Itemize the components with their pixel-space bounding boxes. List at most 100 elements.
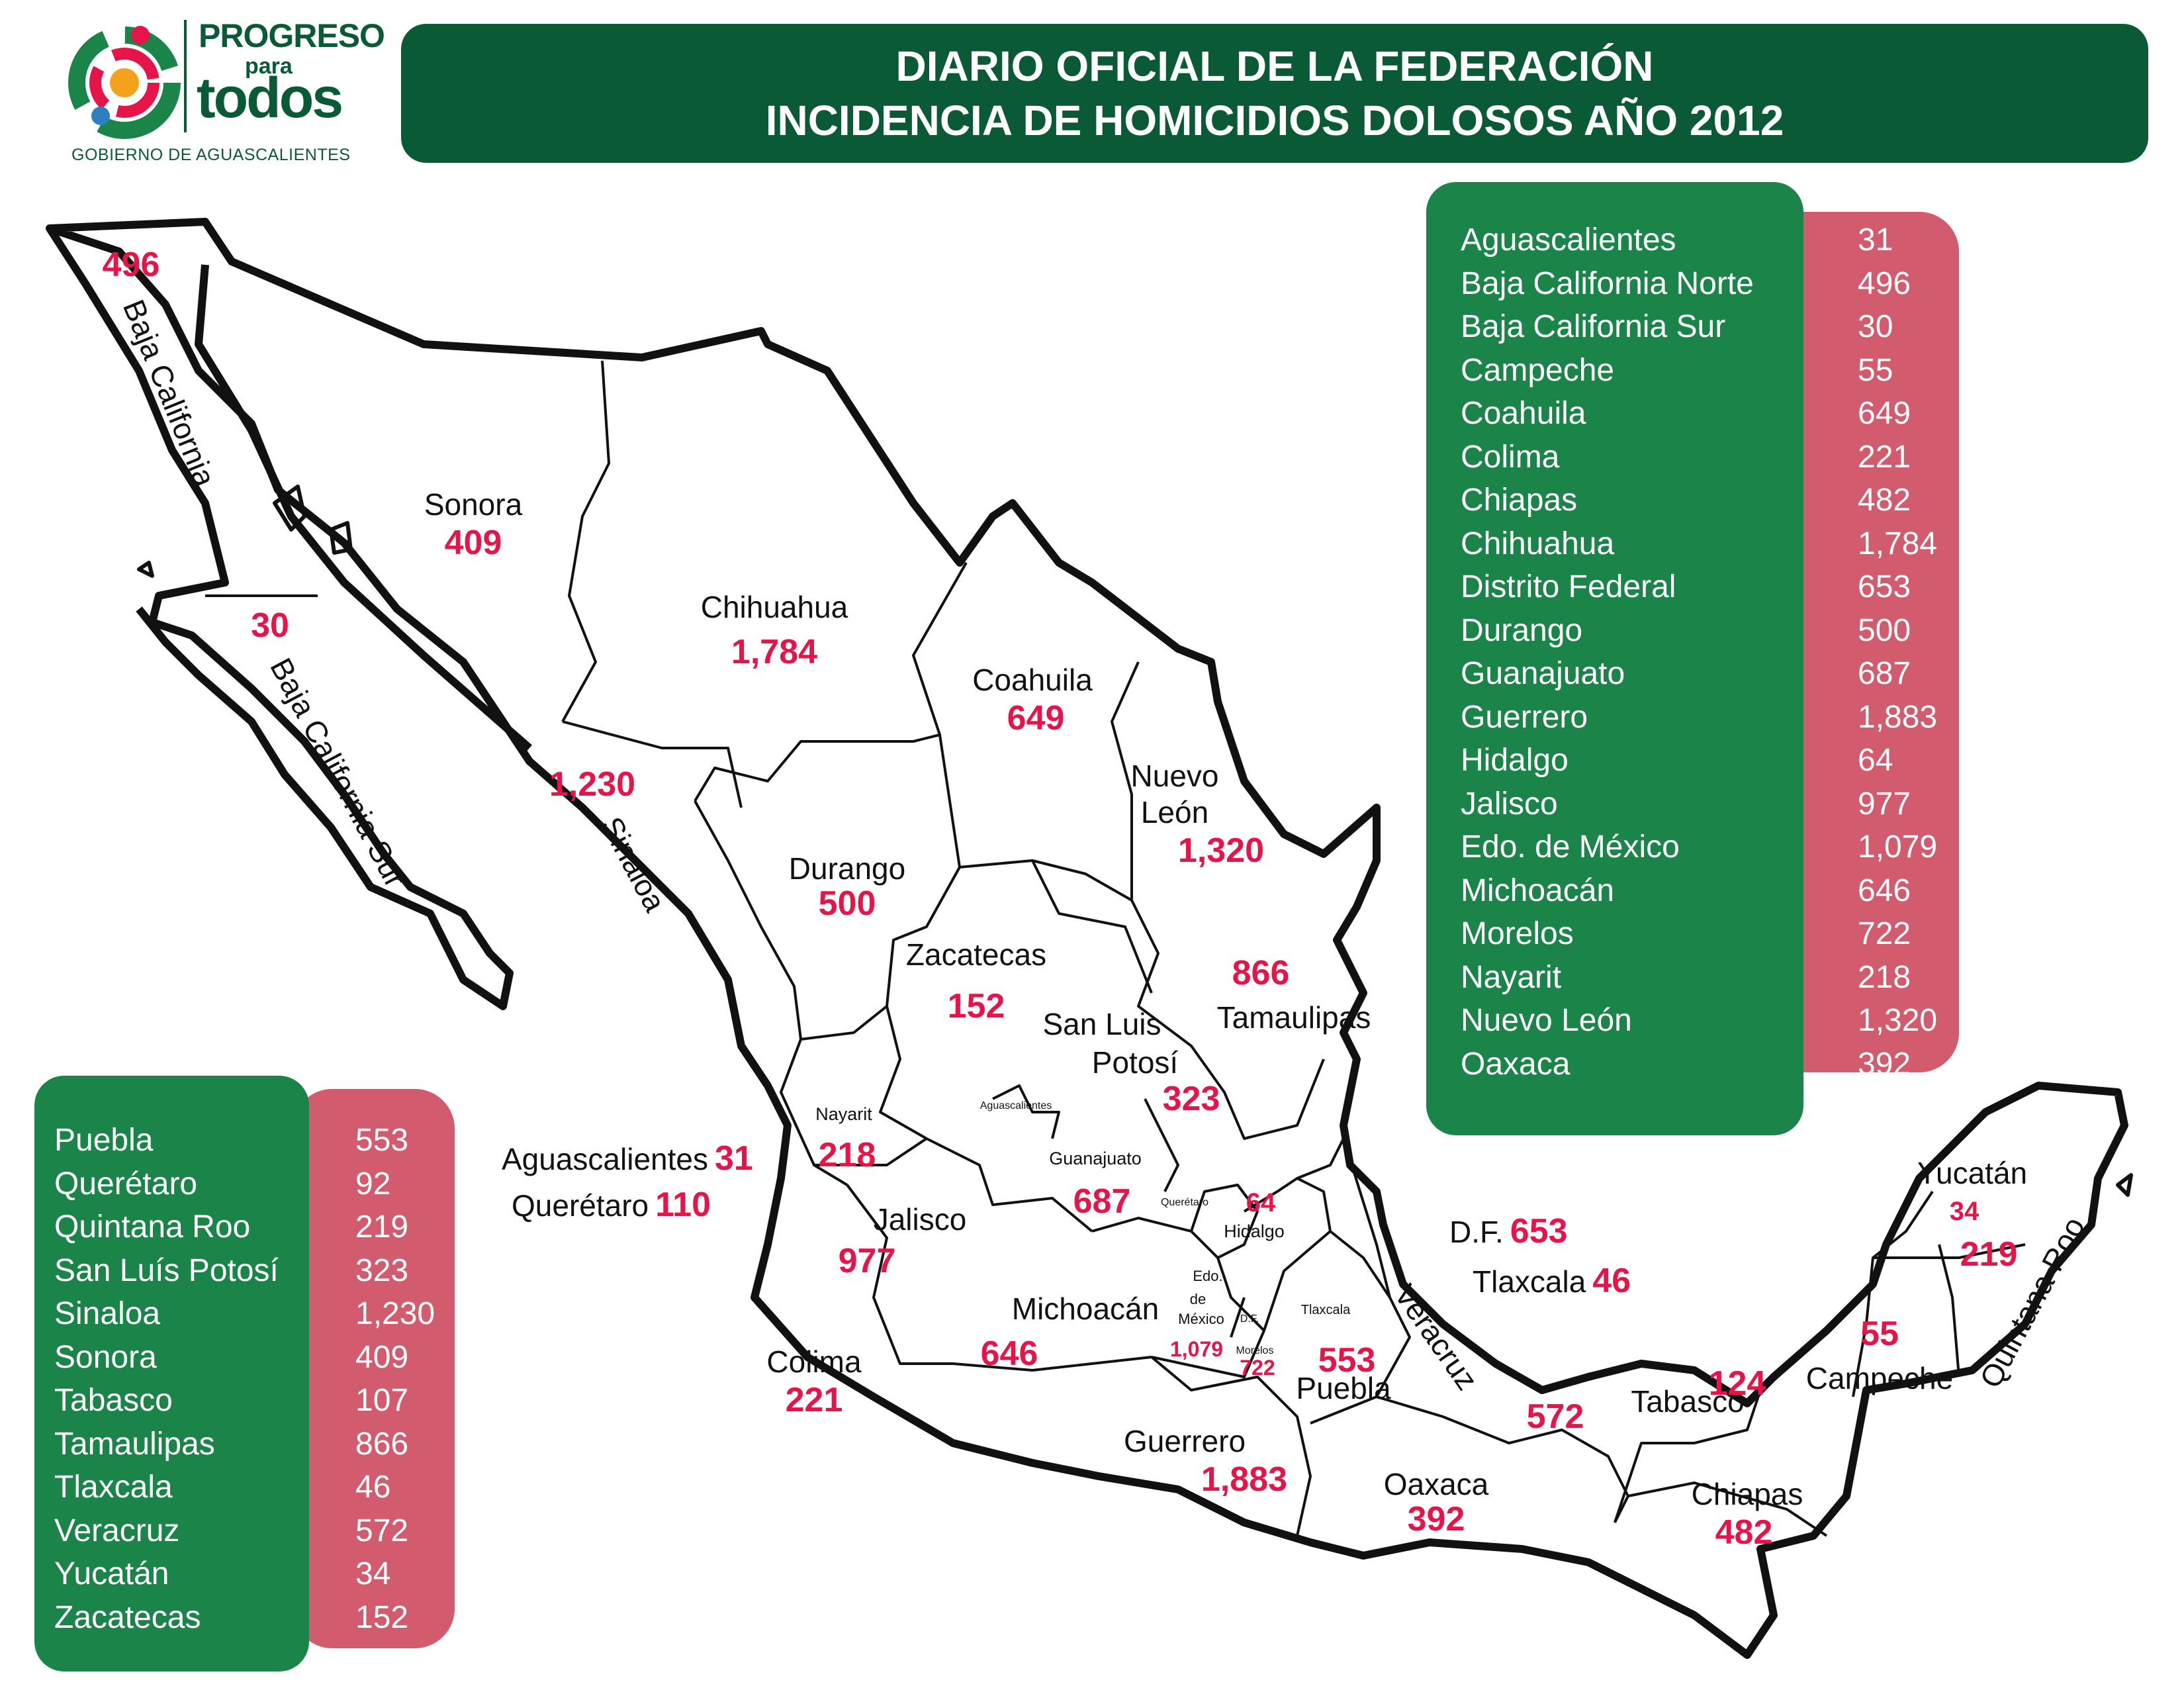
note-tlaxcala: Tlaxcala 46: [1473, 1261, 1631, 1301]
table-row-state: Colima: [1461, 439, 1560, 475]
tamaulipas-label: Tamaulipas: [1216, 1000, 1371, 1035]
note-queretaro-label: Querétaro: [512, 1188, 649, 1223]
note-tlaxcala-value: 46: [1592, 1262, 1631, 1300]
quintana-roo-value: 219: [1960, 1235, 2018, 1274]
table-row-value: 1,784: [1858, 526, 1938, 561]
puebla-value: 553: [1318, 1341, 1376, 1380]
aguascalientes-map-label: Aguascalientes: [979, 1100, 1052, 1111]
table-row-value: 496: [1858, 265, 1911, 301]
nayarit-value: 218: [818, 1136, 876, 1174]
tabasco-label: Tabasco: [1631, 1384, 1745, 1419]
zacatecas-label: Zacatecas: [905, 937, 1047, 972]
table-row-state: Chihuahua: [1461, 526, 1615, 561]
table-row-value: 1,883: [1858, 699, 1938, 735]
header-banner: DIARIO OFICIAL DE LA FEDERACIÓN INCIDENC…: [401, 24, 2148, 163]
table-row-state: Coahuila: [1461, 396, 1586, 431]
veracruz-value: 572: [1526, 1397, 1584, 1436]
table-row-state: Distrito Federal: [1461, 569, 1676, 604]
table-row-value: 500: [1858, 612, 1911, 648]
table-row-value: 646: [1858, 872, 1911, 908]
table-row-value: 553: [355, 1123, 409, 1158]
table-row-value: 1,079: [1858, 829, 1938, 865]
note-df-value: 653: [1510, 1212, 1568, 1250]
header-line-1: DIARIO OFICIAL DE LA FEDERACIÓN: [895, 42, 1654, 90]
table-right-green-bg: [1426, 182, 1803, 1135]
logo-word-todos: todos: [197, 66, 343, 130]
table-row-state: San Luís Potosí: [54, 1252, 279, 1288]
campeche-value: 55: [1860, 1315, 1899, 1353]
table-row-state: Durango: [1461, 612, 1583, 648]
yucatan-label: Yucatán: [1917, 1156, 2028, 1190]
table-row-value: 687: [1858, 656, 1911, 691]
note-df: D.F. 653: [1449, 1211, 1568, 1251]
logo-word-para: para: [245, 54, 293, 79]
chihuahua-value: 1,784: [731, 633, 818, 671]
morelos-value: 722: [1240, 1356, 1275, 1380]
table-row-state: Hidalgo: [1461, 743, 1569, 778]
table-row-state: Baja California Norte: [1461, 265, 1754, 301]
note-queretaro: Querétaro 110: [512, 1185, 711, 1225]
table-row-value: 107: [355, 1383, 409, 1418]
guanajuato-value: 687: [1073, 1182, 1131, 1221]
header-line-2: INCIDENCIA DE HOMICIDIOS DOLOSOS AÑO 201…: [765, 97, 1784, 144]
jalisco-label: Jalisco: [873, 1202, 967, 1237]
table-row-value: 221: [1858, 439, 1911, 475]
table-row-value: 46: [355, 1470, 391, 1505]
hidalgo-value: 64: [1246, 1188, 1276, 1217]
table-row-state: Jalisco: [1461, 786, 1558, 822]
note-tlaxcala-label: Tlaxcala: [1473, 1264, 1586, 1299]
table-row-value: 977: [1858, 786, 1911, 822]
jalisco-value: 977: [838, 1242, 896, 1280]
table-row-state: Tlaxcala: [54, 1470, 173, 1505]
table-row-state: Edo. de México: [1461, 829, 1680, 865]
table-row-state: Tabasco: [54, 1383, 173, 1418]
morelos-map-label: Morelos: [1236, 1345, 1274, 1356]
table-row-state: Aguascalientes: [1461, 222, 1676, 258]
logo-emblem: [68, 26, 181, 139]
note-aguascalientes-value: 31: [714, 1139, 753, 1178]
nuevo-leon-value: 1,320: [1177, 831, 1265, 870]
guerrero-label: Guerrero: [1123, 1424, 1246, 1458]
table-row-state: Puebla: [54, 1123, 154, 1158]
table-row-value: 392: [1858, 1046, 1911, 1082]
chiapas-value: 482: [1715, 1513, 1773, 1552]
note-aguascalientes: Aguascalientes 31: [502, 1139, 753, 1178]
edo-mex-label-2: de: [1189, 1291, 1206, 1307]
sinaloa-value: 1,230: [549, 765, 636, 804]
table-row-state: Campeche: [1461, 352, 1615, 388]
michoacan-value: 646: [980, 1335, 1038, 1373]
table-row-value: 572: [355, 1513, 409, 1548]
table-row-state: Morelos: [1461, 916, 1574, 951]
colima-value: 221: [785, 1381, 843, 1419]
table-row-value: 218: [1858, 959, 1911, 995]
table-row-state: Guerrero: [1461, 699, 1588, 735]
table-row-state: Guanajuato: [1461, 656, 1625, 691]
oaxaca-value: 392: [1407, 1500, 1465, 1538]
colima-label: Colima: [766, 1344, 862, 1379]
durango-label: Durango: [788, 851, 906, 886]
tlaxcala-map-label: Tlaxcala: [1300, 1303, 1351, 1317]
table-row-value: 30: [1858, 309, 1893, 344]
puebla-label: Puebla: [1296, 1371, 1391, 1405]
durango-value: 500: [818, 884, 876, 923]
logo: PROGRESO para todos GOBIERNO DE AGUASCAL…: [66, 17, 385, 169]
guerrero-value: 1,883: [1201, 1460, 1288, 1499]
table-row-state: Veracruz: [54, 1513, 180, 1548]
nuevo-leon-label-1: Nuevo: [1130, 759, 1219, 793]
island-2: [329, 521, 353, 555]
nayarit-label: Nayarit: [815, 1104, 872, 1124]
table-row-state: Yucatán: [54, 1556, 169, 1591]
table-row-state: Sonora: [54, 1339, 157, 1375]
table-row-state: Sinaloa: [54, 1296, 161, 1331]
chiapas-label: Chiapas: [1691, 1477, 1803, 1511]
table-row-value: 409: [355, 1339, 409, 1375]
tabasco-value: 124: [1708, 1364, 1766, 1403]
tamaulipas-value: 866: [1232, 954, 1290, 992]
edo-mex-value: 1,079: [1169, 1337, 1224, 1361]
coahuila-label: Coahuila: [972, 663, 1093, 697]
logo-divider: [184, 20, 187, 132]
table-row-state: Chiapas: [1461, 483, 1578, 518]
baja-peninsula: [46, 226, 514, 1010]
df-map-label: D.F.: [1240, 1313, 1259, 1325]
